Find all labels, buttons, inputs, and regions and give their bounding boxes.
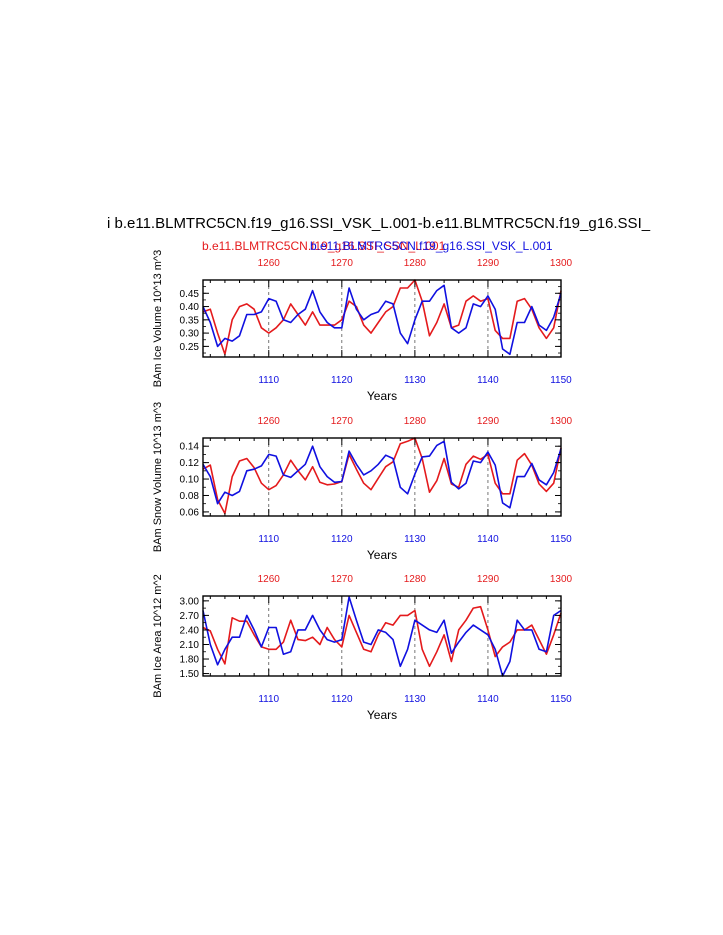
y-axis-label: BAm Ice Volume 10^13 m^3: [152, 250, 164, 388]
x-bottom-tick-label: 1110: [258, 534, 279, 545]
x-bottom-tick-label: 1150: [550, 694, 572, 705]
series-line-red: [202, 605, 562, 668]
y-tick-label: 0.35: [180, 315, 200, 326]
y-tick-label: 0.45: [180, 289, 200, 300]
y-tick-label: 0.14: [180, 442, 200, 453]
x-top-tick-label: 1260: [258, 574, 281, 585]
y-tick-label: 1.50: [180, 669, 200, 680]
y-tick-label: 0.06: [180, 507, 200, 518]
y-tick-label: 2.70: [180, 611, 200, 622]
x-bottom-tick-label: 1120: [331, 534, 353, 545]
series-line-blue: [202, 596, 562, 677]
y-tick-label: 1.80: [180, 655, 200, 666]
plot-frame: [202, 595, 562, 677]
plot-frame: [202, 279, 562, 358]
blue-series-title: b.e11.BLMTRC5CN.f19_g16.SSI_VSK_L.001: [310, 239, 553, 253]
x-axis-label: Years: [367, 708, 397, 722]
x-top-tick-label: 1270: [331, 574, 354, 585]
y-axis-label: BAm Snow Volume 10^13 m^3: [152, 402, 164, 552]
x-top-tick-label: 1300: [550, 574, 573, 585]
x-bottom-tick-label: 1110: [258, 375, 279, 386]
x-top-tick-label: 1300: [550, 416, 573, 427]
x-top-tick-label: 1260: [258, 258, 281, 269]
x-bottom-tick-label: 1150: [550, 375, 572, 386]
y-tick-label: 3.00: [180, 596, 200, 607]
x-bottom-tick-label: 1130: [404, 694, 426, 705]
y-tick-label: 2.10: [180, 640, 200, 651]
red-series-title: b.e11.BLMTRC5CN.f19_g16.SSI_SSN_L.001: [202, 239, 446, 253]
chart-panel-1: 0.25 0.30 0.35 0.40 0.45 1110 1120 1130 1140 1150…: [152, 250, 573, 403]
x-top-tick-label: 1260: [258, 416, 281, 427]
series-line-red: [202, 279, 562, 356]
x-top-tick-label: 1270: [331, 416, 354, 427]
chart-panel-2: 0.06 0.08 0.10 0.12 0.14 1110 1120 1130 1140 1150…: [152, 402, 573, 562]
x-bottom-tick-label: 1110: [258, 694, 279, 705]
series-line-blue: [202, 284, 562, 356]
x-top-tick-label: 1270: [331, 258, 354, 269]
chart-panel-3: 1.50 1.80 2.10 2.40 2.70 3.00 1110 1120 1130 1140…: [152, 574, 573, 722]
figure-title: i b.e11.BLMTRC5CN.f19_g16.SSI_VSK_L.001-…: [107, 215, 651, 232]
y-tick-label: 2.40: [180, 625, 200, 636]
plot-frame: [202, 437, 562, 517]
y-tick-label: 0.40: [180, 302, 200, 313]
y-tick-label: 0.10: [180, 475, 200, 486]
x-axis-label: Years: [367, 548, 397, 562]
x-top-tick-label: 1280: [404, 574, 427, 585]
x-bottom-tick-label: 1120: [331, 375, 353, 386]
x-top-tick-label: 1290: [477, 416, 500, 427]
x-bottom-tick-label: 1150: [550, 534, 572, 545]
y-tick-label: 0.08: [180, 491, 200, 502]
x-top-tick-label: 1280: [404, 258, 427, 269]
y-tick-label: 0.25: [180, 342, 200, 353]
series-line-red: [202, 437, 562, 515]
x-axis-label: Years: [367, 389, 397, 403]
x-top-tick-label: 1290: [477, 258, 500, 269]
y-tick-label: 0.30: [180, 329, 200, 340]
x-bottom-tick-label: 1140: [477, 534, 499, 545]
y-tick-label: 0.12: [180, 458, 200, 469]
x-top-tick-label: 1290: [477, 574, 500, 585]
x-bottom-tick-label: 1130: [404, 375, 426, 386]
series-line-blue: [202, 440, 562, 509]
x-top-tick-label: 1280: [404, 416, 427, 427]
x-top-tick-label: 1300: [550, 258, 573, 269]
x-bottom-tick-label: 1130: [404, 534, 426, 545]
x-bottom-tick-label: 1140: [477, 375, 499, 386]
x-bottom-tick-label: 1140: [477, 694, 499, 705]
x-bottom-tick-label: 1120: [331, 694, 353, 705]
y-axis-label: BAm Ice Area 10^12 m^2: [152, 574, 164, 697]
